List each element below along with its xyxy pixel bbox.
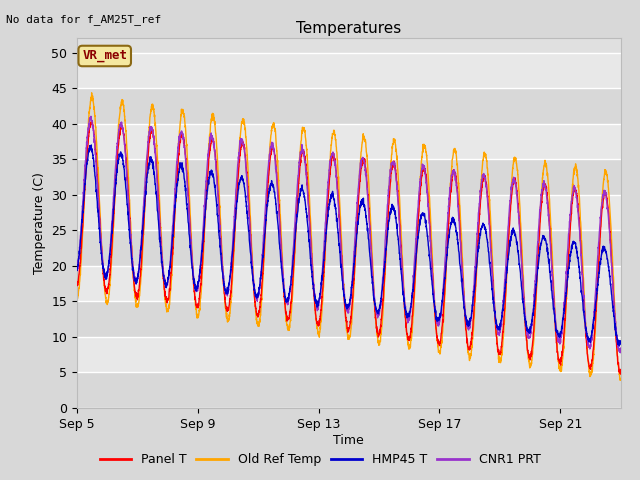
Bar (77, 266, 621, 301)
Bar (77, 372, 621, 408)
Bar (77, 195, 621, 230)
Bar (77, 230, 621, 266)
X-axis label: Time: Time (333, 433, 364, 446)
Y-axis label: Temperature (C): Temperature (C) (33, 172, 45, 274)
Legend: Panel T, Old Ref Temp, HMP45 T, CNR1 PRT: Panel T, Old Ref Temp, HMP45 T, CNR1 PRT (95, 448, 545, 471)
Bar (77, 301, 621, 337)
Bar (77, 53, 621, 88)
Bar (77, 124, 621, 159)
Bar (77, 159, 621, 195)
Bar (77, 88, 621, 124)
Title: Temperatures: Temperatures (296, 21, 401, 36)
Text: VR_met: VR_met (82, 49, 127, 62)
Text: No data for f_AM25T_ref: No data for f_AM25T_ref (6, 14, 162, 25)
Bar (77, 337, 621, 372)
